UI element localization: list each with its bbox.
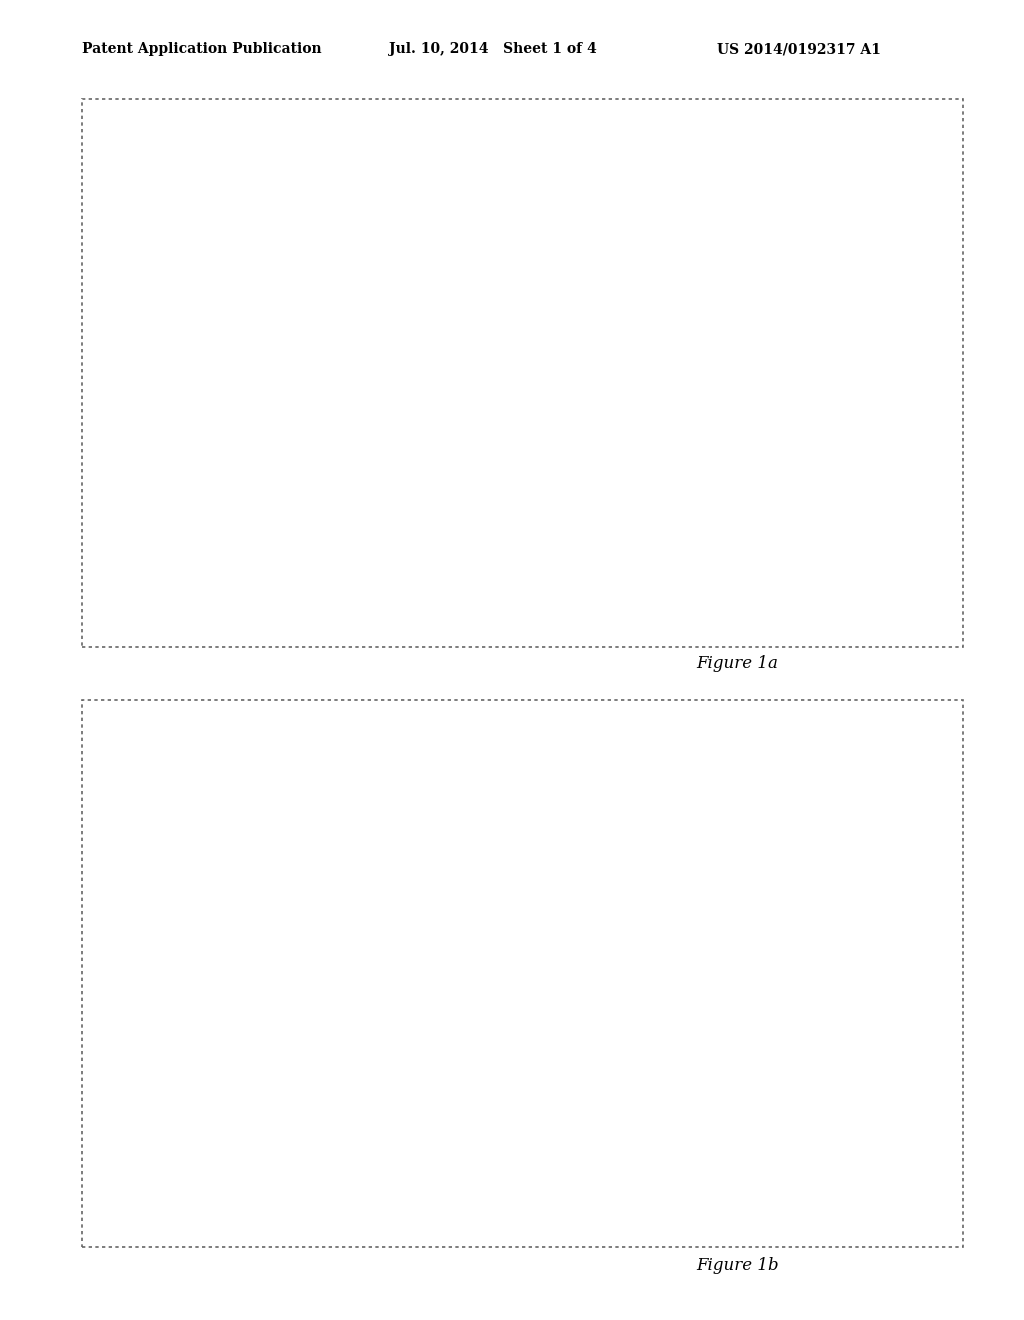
Text: IOL design calculated to
distance refraction: IOL design calculated to distance refrac… — [729, 731, 867, 752]
Y-axis label: Retinal Image Metrics %: Retinal Image Metrics % — [123, 285, 136, 434]
X-axis label: Visual tasks range
(object distance to the eye): Visual tasks range (object distance to t… — [323, 578, 485, 606]
Text: Cut-off criterion: Cut-off criterion — [653, 939, 749, 952]
Text: optical axis: optical axis — [766, 1191, 829, 1201]
Text: IOL design calculated to
refraction 1m: IOL design calculated to refraction 1m — [729, 131, 867, 152]
Text: Usable visual
tasks range of
IOL design: Usable visual tasks range of IOL design — [242, 952, 316, 982]
Text: optical axis: optical axis — [766, 590, 829, 601]
Text: Patent Application Publication: Patent Application Publication — [82, 42, 322, 57]
Text: Figure 1a: Figure 1a — [696, 655, 778, 672]
X-axis label: Visual tasks range
(object distance to the eye): Visual tasks range (object distance to t… — [323, 1179, 485, 1206]
Text: Usable visual
tasks range of
IOL design: Usable visual tasks range of IOL design — [329, 330, 403, 359]
Text: Depth of field
or pseudo-
accommodation: Depth of field or pseudo- accommodation — [325, 437, 408, 467]
Text: Depth of field
or pseudo-
accommodation: Depth of field or pseudo- accommodation — [224, 1053, 307, 1082]
Y-axis label: Retinal Image Metrics %: Retinal Image Metrics % — [123, 886, 136, 1035]
Text: US 2014/0192317 A1: US 2014/0192317 A1 — [717, 42, 881, 57]
Text: Figure 1b: Figure 1b — [696, 1257, 778, 1274]
Text: Cut-off criterion: Cut-off criterion — [653, 338, 749, 351]
Text: Jul. 10, 2014   Sheet 1 of 4: Jul. 10, 2014 Sheet 1 of 4 — [389, 42, 597, 57]
